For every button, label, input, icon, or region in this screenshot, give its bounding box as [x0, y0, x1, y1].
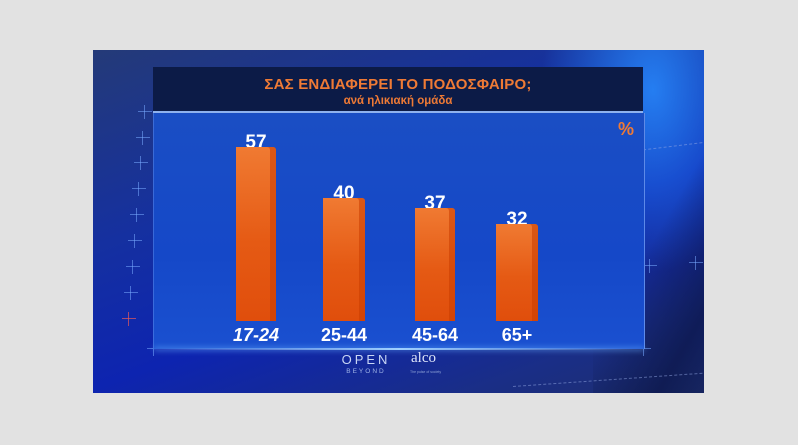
plus-decoration-icon [689, 256, 703, 270]
chart-header: ΣΑΣ ΕΝΔΙΑΦΕΡΕΙ ΤΟ ΠΟΔΟΣΦΑΙΡΟ; ανά ηλικια… [153, 67, 643, 113]
plus-decoration-icon [136, 131, 150, 145]
bar-17-24 [236, 147, 276, 321]
plus-decoration-icon [132, 182, 146, 196]
plus-decoration-icon [124, 286, 138, 300]
bar-25-44 [323, 198, 365, 321]
bar-label: 25-44 [320, 325, 368, 345]
plus-decoration-icon [138, 105, 152, 119]
bar-group-45-64: 37 45-64 [412, 113, 458, 349]
broadcast-graphic-frame: ΣΑΣ ΕΝΔΙΑΦΕΡΕΙ ΤΟ ΠΟΔΟΣΦΑΙΡΟ; ανά ηλικια… [93, 50, 704, 393]
bar-label: 17-24 [232, 325, 280, 345]
plus-decoration-icon [126, 260, 140, 274]
bar-45-64 [415, 208, 455, 321]
open-beyond-sub: BEYOND [346, 368, 386, 375]
bar-group-17-24: 57 17-24 [233, 113, 279, 349]
plus-decoration-red-icon [122, 312, 136, 326]
bar-label: 65+ [501, 325, 533, 345]
bar-group-25-44: 40 25-44 [321, 113, 367, 349]
plot-area: % 57 17-24 40 25-44 37 45-64 32 [153, 113, 645, 350]
plus-decoration-icon [643, 259, 657, 273]
unit-label: % [617, 119, 634, 139]
plus-decoration-icon [130, 208, 144, 222]
plus-decoration-icon [134, 156, 148, 170]
plot-baseline-glow [154, 348, 644, 350]
bar-group-65-plus: 32 65+ [496, 113, 538, 349]
chart-panel: ΣΑΣ ΕΝΔΙΑΦΕΡΕΙ ΤΟ ΠΟΔΟΣΦΑΙΡΟ; ανά ηλικια… [153, 67, 645, 350]
plus-decoration-icon [128, 234, 142, 248]
logos: OPEN BEYOND alco The pulse of society [336, 350, 476, 384]
bar-label: 45-64 [411, 325, 459, 345]
bar-65-plus [496, 224, 538, 321]
chart-subtitle: ανά ηλικιακή ομάδα [343, 95, 453, 107]
chart-title: ΣΑΣ ΕΝΔΙΑΦΕΡΕΙ ΤΟ ΠΟΔΟΣΦΑΙΡΟ; [264, 76, 532, 93]
open-beyond-logo: OPEN [341, 352, 391, 367]
alco-tagline: The pulse of society [410, 370, 442, 374]
alco-logo: alco [411, 350, 436, 366]
